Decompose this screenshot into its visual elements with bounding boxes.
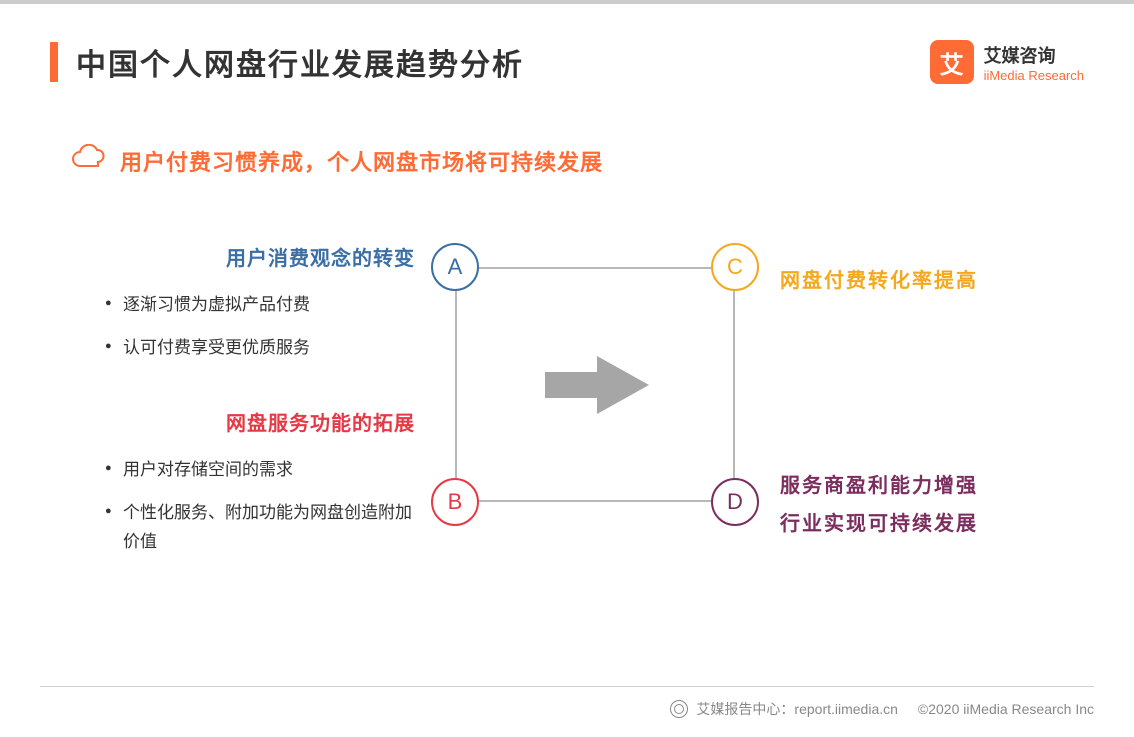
top-border-line [0,0,1134,4]
bullet: 个性化服务、附加功能为网盘创造附加价值 [105,499,415,557]
node-a-label: A [448,254,463,280]
node-c: C [711,243,759,291]
section-b: 网盘服务功能的拓展 用户对存储空间的需求 个性化服务、附加功能为网盘创造附加价值 [105,407,415,571]
arrow-icon [537,350,657,425]
section-a-bullets: 逐渐习惯为虚拟产品付费 认可付费享受更优质服务 [105,291,415,363]
cloud-icon [70,144,106,177]
logo-text: 艾媒咨询 iiMedia Research [984,42,1084,83]
bullet: 认可付费享受更优质服务 [105,334,415,363]
logo: 艾 艾媒咨询 iiMedia Research [930,40,1084,84]
node-b-label: B [448,489,463,515]
section-a: 用户消费观念的转变 逐渐习惯为虚拟产品付费 认可付费享受更优质服务 [105,242,415,377]
slide: 中国个人网盘行业发展趋势分析 艾 艾媒咨询 iiMedia Research 用… [0,0,1134,737]
section-b-title: 网盘服务功能的拓展 [105,407,415,436]
node-b: B [431,478,479,526]
section-c: 网盘付费转化率提高 [780,262,1090,300]
title-bar: 中国个人网盘行业发展趋势分析 艾 艾媒咨询 iiMedia Research [50,40,1084,84]
footer-url: report.iimedia.cn [794,701,898,717]
title-left: 中国个人网盘行业发展趋势分析 [50,40,524,84]
bullet: 逐渐习惯为虚拟产品付费 [105,291,415,320]
section-d-text-2: 行业实现可持续发展 [780,505,1090,543]
footer-copyright: ©2020 iiMedia Research Inc [918,701,1094,717]
node-a: A [431,243,479,291]
subheading-text: 用户付费习惯养成，个人网盘市场将可持续发展 [120,145,603,177]
footer-source-label: 艾媒报告中心： [696,699,794,719]
diagram: A B C D 用户消费观念的转变 逐渐习惯为虚拟产品付费 认可付费享受更优质服… [50,237,1084,597]
logo-icon: 艾 [930,40,974,84]
footer: 艾媒报告中心： report.iimedia.cn ©2020 iiMedia … [670,699,1094,719]
bottom-separator [40,686,1094,687]
node-c-label: C [727,254,743,280]
logo-en: iiMedia Research [984,68,1084,83]
logo-cn: 艾媒咨询 [984,42,1084,68]
subheading-row: 用户付费习惯养成，个人网盘市场将可持续发展 [70,144,1084,177]
node-d-label: D [727,489,743,515]
title-accent-bar [50,42,58,82]
section-d: 服务商盈利能力增强 行业实现可持续发展 [780,467,1090,543]
node-d: D [711,478,759,526]
main-title: 中国个人网盘行业发展趋势分析 [76,40,524,84]
footer-globe-icon [670,700,688,718]
section-b-bullets: 用户对存储空间的需求 个性化服务、附加功能为网盘创造附加价值 [105,456,415,557]
bullet: 用户对存储空间的需求 [105,456,415,485]
section-a-title: 用户消费观念的转变 [105,242,415,271]
section-c-text: 网盘付费转化率提高 [780,262,1090,300]
section-d-text-1: 服务商盈利能力增强 [780,467,1090,505]
